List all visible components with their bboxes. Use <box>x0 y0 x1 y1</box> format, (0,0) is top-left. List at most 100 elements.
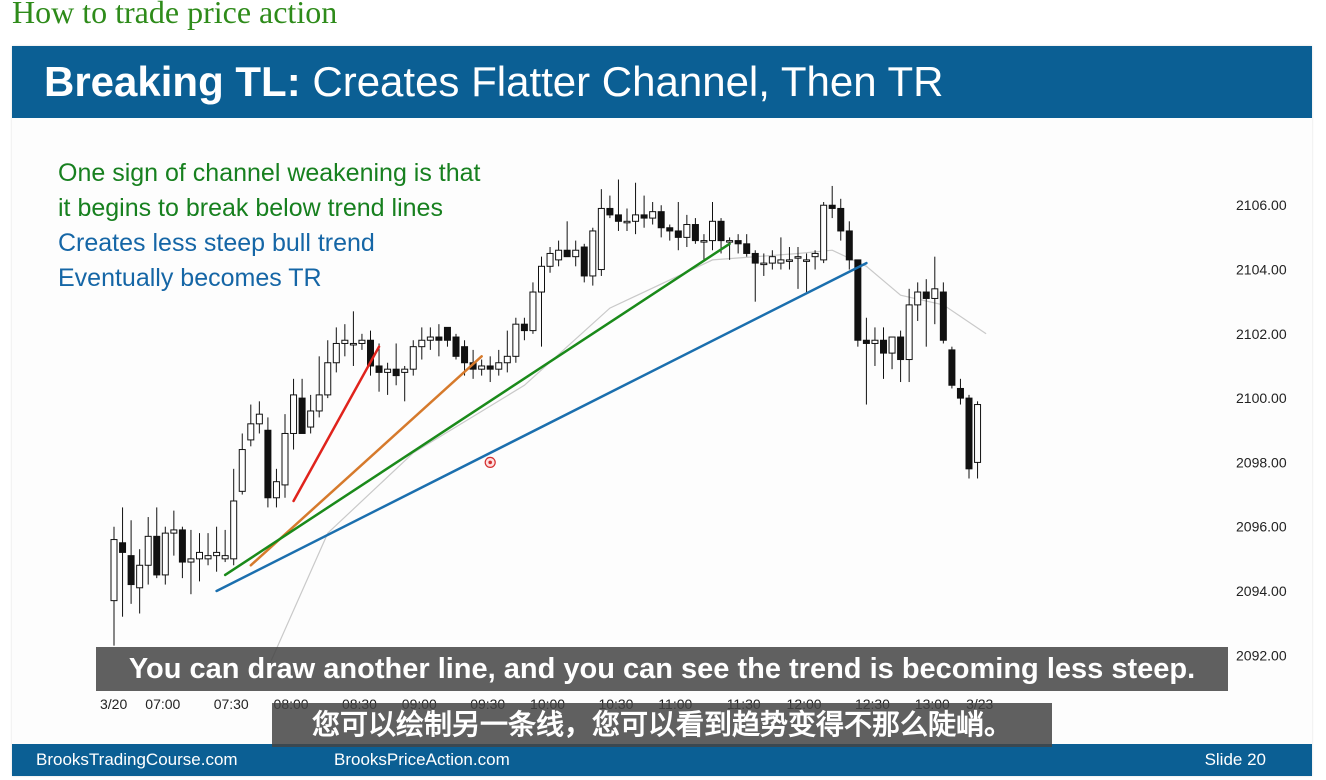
note-line-4: Eventually becomes TR <box>58 264 322 292</box>
bull-candle <box>888 336 896 354</box>
subtitle-chinese: 您可以绘制另一条线，您可以看到趋势变得不那么陡峭。 <box>272 703 1052 747</box>
bear-candle <box>674 230 682 238</box>
bull-candle <box>255 413 263 425</box>
bull-candle <box>161 532 169 576</box>
moving-average-line <box>267 249 987 669</box>
bear-candle <box>563 249 571 258</box>
bear-candle <box>367 339 374 367</box>
slide-header: Breaking TL: Creates Flatter Channel, Th… <box>12 46 1312 118</box>
y-axis-tick-label: 2094.00 <box>1236 583 1287 599</box>
cursor-marker-dot <box>488 460 493 465</box>
bull-candle <box>341 339 349 344</box>
bear-candle <box>956 387 964 399</box>
bull-candle <box>794 256 802 259</box>
bear-candle <box>657 211 665 229</box>
bull-candle <box>683 224 691 238</box>
trend-line-green <box>223 242 731 577</box>
bull-candle <box>503 355 511 364</box>
bear-candle <box>666 227 674 232</box>
bear-candle <box>922 291 930 299</box>
slide-title-bold: Breaking TL: <box>44 58 301 105</box>
bull-candle <box>307 410 315 428</box>
bull-candle <box>332 342 340 364</box>
bull-candle <box>572 249 580 258</box>
bear-candle <box>264 429 272 499</box>
bear-candle <box>880 339 887 354</box>
bull-candle <box>281 432 289 486</box>
bear-candle <box>375 365 383 373</box>
slide-number: Slide 20 <box>1204 750 1266 769</box>
bull-candle <box>170 529 178 534</box>
footer-link-brookstradingcourse[interactable]: BrooksTradingCourse.com <box>36 750 238 769</box>
bull-candle <box>709 220 716 242</box>
bull-candle <box>144 535 152 566</box>
bear-candle <box>153 535 161 576</box>
bull-candle <box>546 252 554 267</box>
bull-candle <box>401 368 409 373</box>
bull-candle <box>820 204 828 261</box>
bear-candle <box>734 240 742 245</box>
bull-candle <box>777 259 785 264</box>
bull-candle <box>110 539 118 602</box>
bull-candle <box>409 346 417 370</box>
bull-candle <box>538 265 545 293</box>
bull-candle <box>726 240 734 243</box>
note-line-2: it begins to break below trend lines <box>58 194 443 222</box>
bear-candle <box>298 397 306 434</box>
x-axis-tick-label: 3/20 <box>100 696 127 712</box>
bull-candle <box>324 362 332 396</box>
slide-title: Breaking TL: Creates Flatter Channel, Th… <box>44 58 943 106</box>
bull-candle <box>384 368 392 373</box>
bull-candle <box>221 555 229 560</box>
footer-link-brookspriceaction[interactable]: BrooksPriceAction.com <box>334 750 510 769</box>
bear-candle <box>717 220 725 242</box>
bull-candle <box>905 304 913 361</box>
bull-candle <box>632 214 640 222</box>
bear-candle <box>640 214 648 219</box>
slide-title-rest: Creates Flatter Channel, Then TR <box>312 58 944 105</box>
bull-candle <box>349 342 357 346</box>
y-axis-tick-label: 2100.00 <box>1236 390 1287 406</box>
bear-candle <box>743 243 751 254</box>
bear-candle <box>614 214 622 222</box>
bear-candle <box>520 323 528 332</box>
y-axis-tick-label: 2092.00 <box>1236 647 1287 663</box>
bull-candle <box>238 449 246 492</box>
bull-candle <box>418 339 426 348</box>
bull-candle <box>931 288 939 299</box>
note-line-3: Creates less steep bull trend <box>58 229 375 257</box>
bear-candle <box>751 252 759 264</box>
bear-candle <box>828 204 836 209</box>
bull-candle <box>272 481 280 499</box>
bear-candle <box>965 397 973 470</box>
y-axis-tick-label: 2096.00 <box>1236 519 1287 535</box>
bull-candle <box>426 336 434 341</box>
bull-candle <box>768 256 776 264</box>
bear-candle <box>862 339 870 344</box>
bear-candle <box>127 555 135 586</box>
bear-candle <box>948 349 956 386</box>
bull-candle <box>974 404 982 463</box>
bear-candle <box>452 336 460 357</box>
trend-line-blue <box>215 261 868 593</box>
trend-line-orange <box>249 355 483 567</box>
y-axis-tick-label: 2098.00 <box>1236 454 1287 470</box>
bull-candle <box>589 230 597 277</box>
bull-candle <box>247 423 255 441</box>
bear-candle <box>897 336 905 361</box>
bull-candle <box>315 394 323 412</box>
bull-candle <box>136 564 144 589</box>
bull-candle <box>290 394 298 434</box>
bull-candle <box>760 262 768 266</box>
bull-candle <box>785 259 793 262</box>
bear-candle <box>443 326 451 341</box>
page-heading: How to trade price action <box>12 0 338 30</box>
bull-candle <box>597 207 605 271</box>
bull-candle <box>529 291 537 332</box>
bear-candle <box>837 207 845 232</box>
bull-candle <box>871 339 879 344</box>
trend-line-red <box>292 345 381 503</box>
bull-candle <box>196 551 203 560</box>
slide-footer: BrooksTradingCourse.com BrooksPriceActio… <box>12 744 1312 776</box>
bull-candle <box>700 240 708 243</box>
